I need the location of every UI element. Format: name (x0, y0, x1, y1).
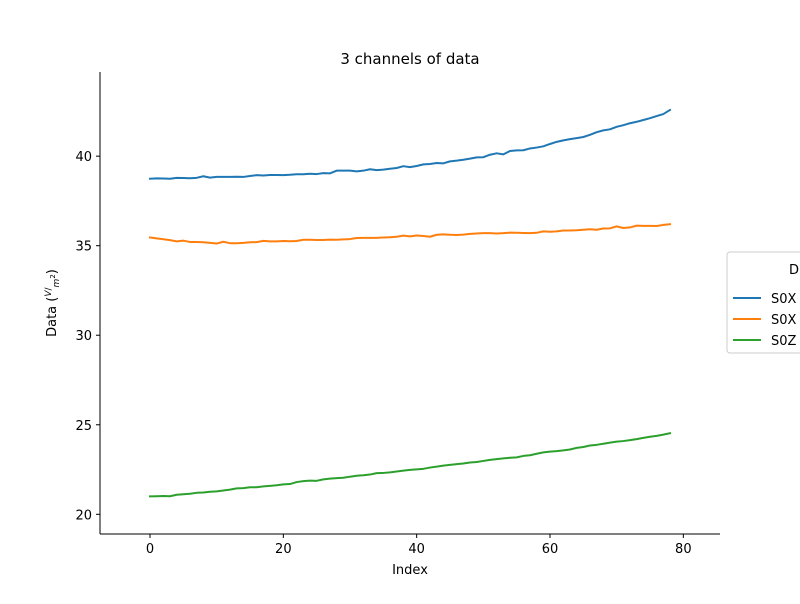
y-axis-label-unit-den-exp: 2 (49, 274, 57, 278)
y-axis-label-unit-num: V (44, 290, 54, 297)
y-axis-label-suffix: ) (45, 269, 60, 274)
legend-title: D (789, 263, 799, 278)
legend-items: S0X S0X S0Z (733, 292, 797, 349)
y-axis-label-unit-den: m (52, 278, 62, 287)
legend-label-2: S0Z (771, 334, 797, 349)
legend-frame (726, 251, 800, 354)
y-tick-label: 20 (75, 508, 92, 523)
x-axis-label: Index (392, 563, 428, 578)
series-line-1 (148, 223, 672, 245)
legend-label-0: S0X (771, 292, 797, 307)
series-line-0 (148, 108, 672, 180)
series-layer (148, 108, 672, 498)
chart-title: 3 channels of data (340, 50, 479, 68)
svg-text:Data (V/m2): Data (V/m2) (44, 269, 62, 337)
y-tick-label: 25 (75, 419, 92, 434)
legend-label-1: S0X (771, 313, 797, 328)
y-tick-label: 40 (75, 150, 92, 165)
x-tick-label: 40 (408, 542, 425, 557)
y-axis-label-prefix: Data ( (45, 297, 60, 337)
x-tick-label: 60 (542, 542, 559, 557)
y-axis-label: Data (V/m2) (44, 269, 62, 337)
y-ticks: 20 25 30 35 40 (75, 150, 100, 523)
x-tick-label: 0 (146, 542, 154, 557)
y-tick-label: 35 (75, 240, 92, 255)
x-ticks: 0 20 40 60 80 (146, 534, 692, 557)
series-line-2 (148, 431, 672, 498)
y-axis-label-fraction-slash: / (44, 286, 54, 290)
y-tick-label: 30 (75, 329, 92, 344)
legend: D S0X S0X S0Z (726, 251, 800, 354)
x-tick-label: 80 (675, 542, 692, 557)
x-tick-label: 20 (275, 542, 292, 557)
